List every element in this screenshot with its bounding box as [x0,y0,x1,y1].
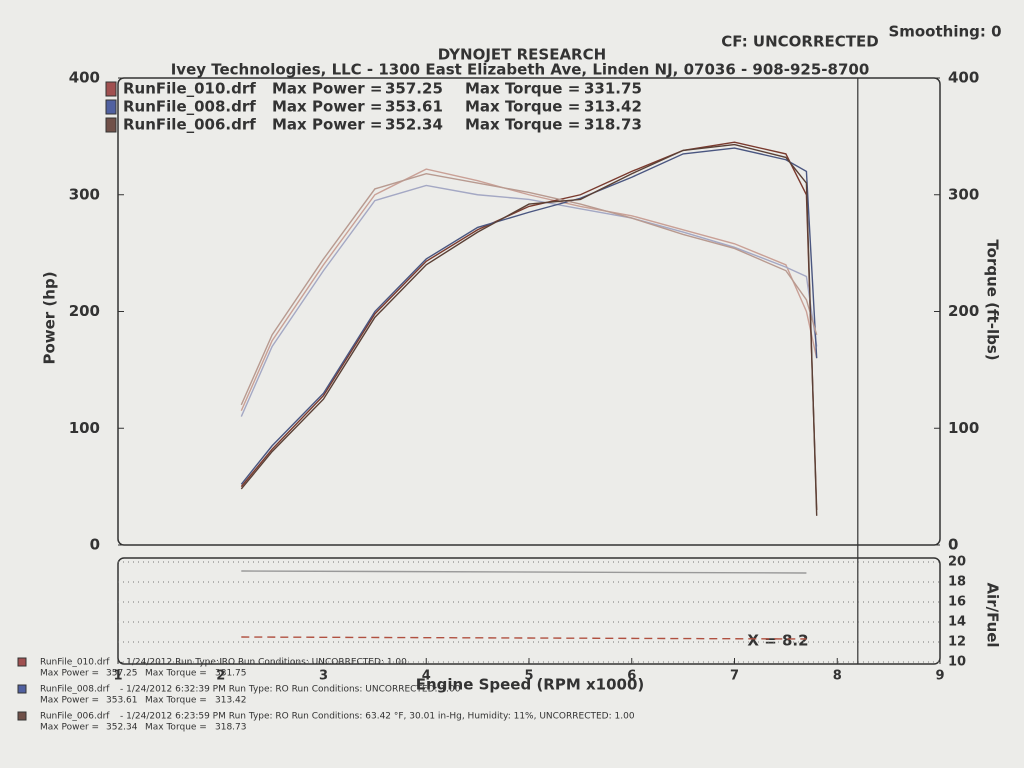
afr-tick-label: 16 [948,595,966,610]
cf: CF: UNCORRECTED [721,33,878,51]
y-tick-label: 0 [90,536,100,554]
y-tick-label: 400 [69,69,100,87]
legend-torque-label: Max Torque = [465,80,580,98]
afr-tick-label: 10 [948,655,966,670]
legend-swatch [105,81,117,97]
legend-name: RunFile_010.drf [123,80,256,98]
footer-swatch [17,684,27,694]
x-tick-label: 7 [730,669,739,684]
footer-torque: 318.73 [215,723,247,733]
data-line [240,173,818,406]
legend-name: RunFile_008.drf [123,98,256,116]
x-tick-label: 4 [422,669,431,684]
legend-power: 357.25 [385,80,443,98]
legend-torque: 313.42 [584,98,642,116]
footer-name: RunFile_006.drf [40,712,110,722]
legend-torque: 331.75 [584,80,642,98]
title: DYNOJET RESEARCH [438,46,606,64]
data-line [240,143,818,516]
legend-power: 353.61 [385,98,443,116]
y2-tick-label: 300 [948,185,979,203]
cursor-label: X = 8.2 [747,632,808,650]
x-tick-label: 6 [627,669,636,684]
afr-tick-label: 18 [948,575,966,590]
footer-torque: 313.42 [215,696,247,706]
footer-name: RunFile_008.drf [40,685,110,695]
legend-power: 352.34 [385,116,443,134]
y2-axis-label: Torque (ft-lbs) [984,239,1002,360]
x-tick-label: 2 [216,669,225,684]
footer-info: - 1/24/2012 6:23:59 PM Run Type: RO Run … [120,712,635,722]
x-tick-label: 1 [113,669,122,684]
company: Ivey Technologies, LLC - 1300 East Eliza… [171,61,870,79]
footer-torque-label: Max Torque = [145,669,207,679]
legend-swatch [105,117,117,133]
data-line [240,141,818,510]
footer-power: 353.61 [106,696,138,706]
footer-torque-label: Max Torque = [145,723,207,733]
x-tick-label: 9 [935,669,944,684]
data-line [240,184,818,417]
footer-torque-label: Max Torque = [145,696,207,706]
afr-tick-label: 14 [948,615,966,630]
x-tick-label: 3 [319,669,328,684]
afr-tick-label: 12 [948,635,966,650]
legend-power-label: Max Power = [272,116,382,134]
data-line [240,147,818,485]
y-axis-label: Power (hp) [41,271,59,364]
smoothing: Smoothing: 0 [888,23,1001,41]
x-tick-label: 8 [833,669,842,684]
footer-power: 352.34 [106,723,138,733]
legend-power-label: Max Power = [272,80,382,98]
footer-info: - 1/24/2012 6:32:39 PM Run Type: RO Run … [120,685,461,695]
y2-tick-label: 200 [948,302,979,320]
x-tick-label: 5 [524,669,533,684]
footer-swatch [17,711,27,721]
x-axis-label: Engine Speed (RPM x1000) [416,676,645,694]
footer-name: RunFile_010.drf [40,658,110,668]
y-tick-label: 200 [69,302,100,320]
footer-swatch [17,657,27,667]
legend-torque-label: Max Torque = [465,98,580,116]
y2-tick-label: 400 [948,69,979,87]
y-tick-label: 300 [69,185,100,203]
legend-torque: 318.73 [584,116,642,134]
afr-tick-label: 20 [948,555,966,570]
legend-power-label: Max Power = [272,98,382,116]
legend-name: RunFile_006.drf [123,116,256,134]
footer-power-label: Max Power = [40,669,99,679]
y-tick-label: 100 [69,419,100,437]
legend-torque-label: Max Torque = [465,116,580,134]
footer-torque: 331.75 [215,669,247,679]
data-line [241,570,807,574]
footer-power-label: Max Power = [40,723,99,733]
y2-tick-label: 0 [948,536,958,554]
legend-swatch [105,99,117,115]
afr-axis-label: Air/Fuel [984,582,1002,647]
footer-power: 357.25 [106,669,138,679]
data-line [241,636,807,640]
y2-tick-label: 100 [948,419,979,437]
footer-power-label: Max Power = [40,696,99,706]
